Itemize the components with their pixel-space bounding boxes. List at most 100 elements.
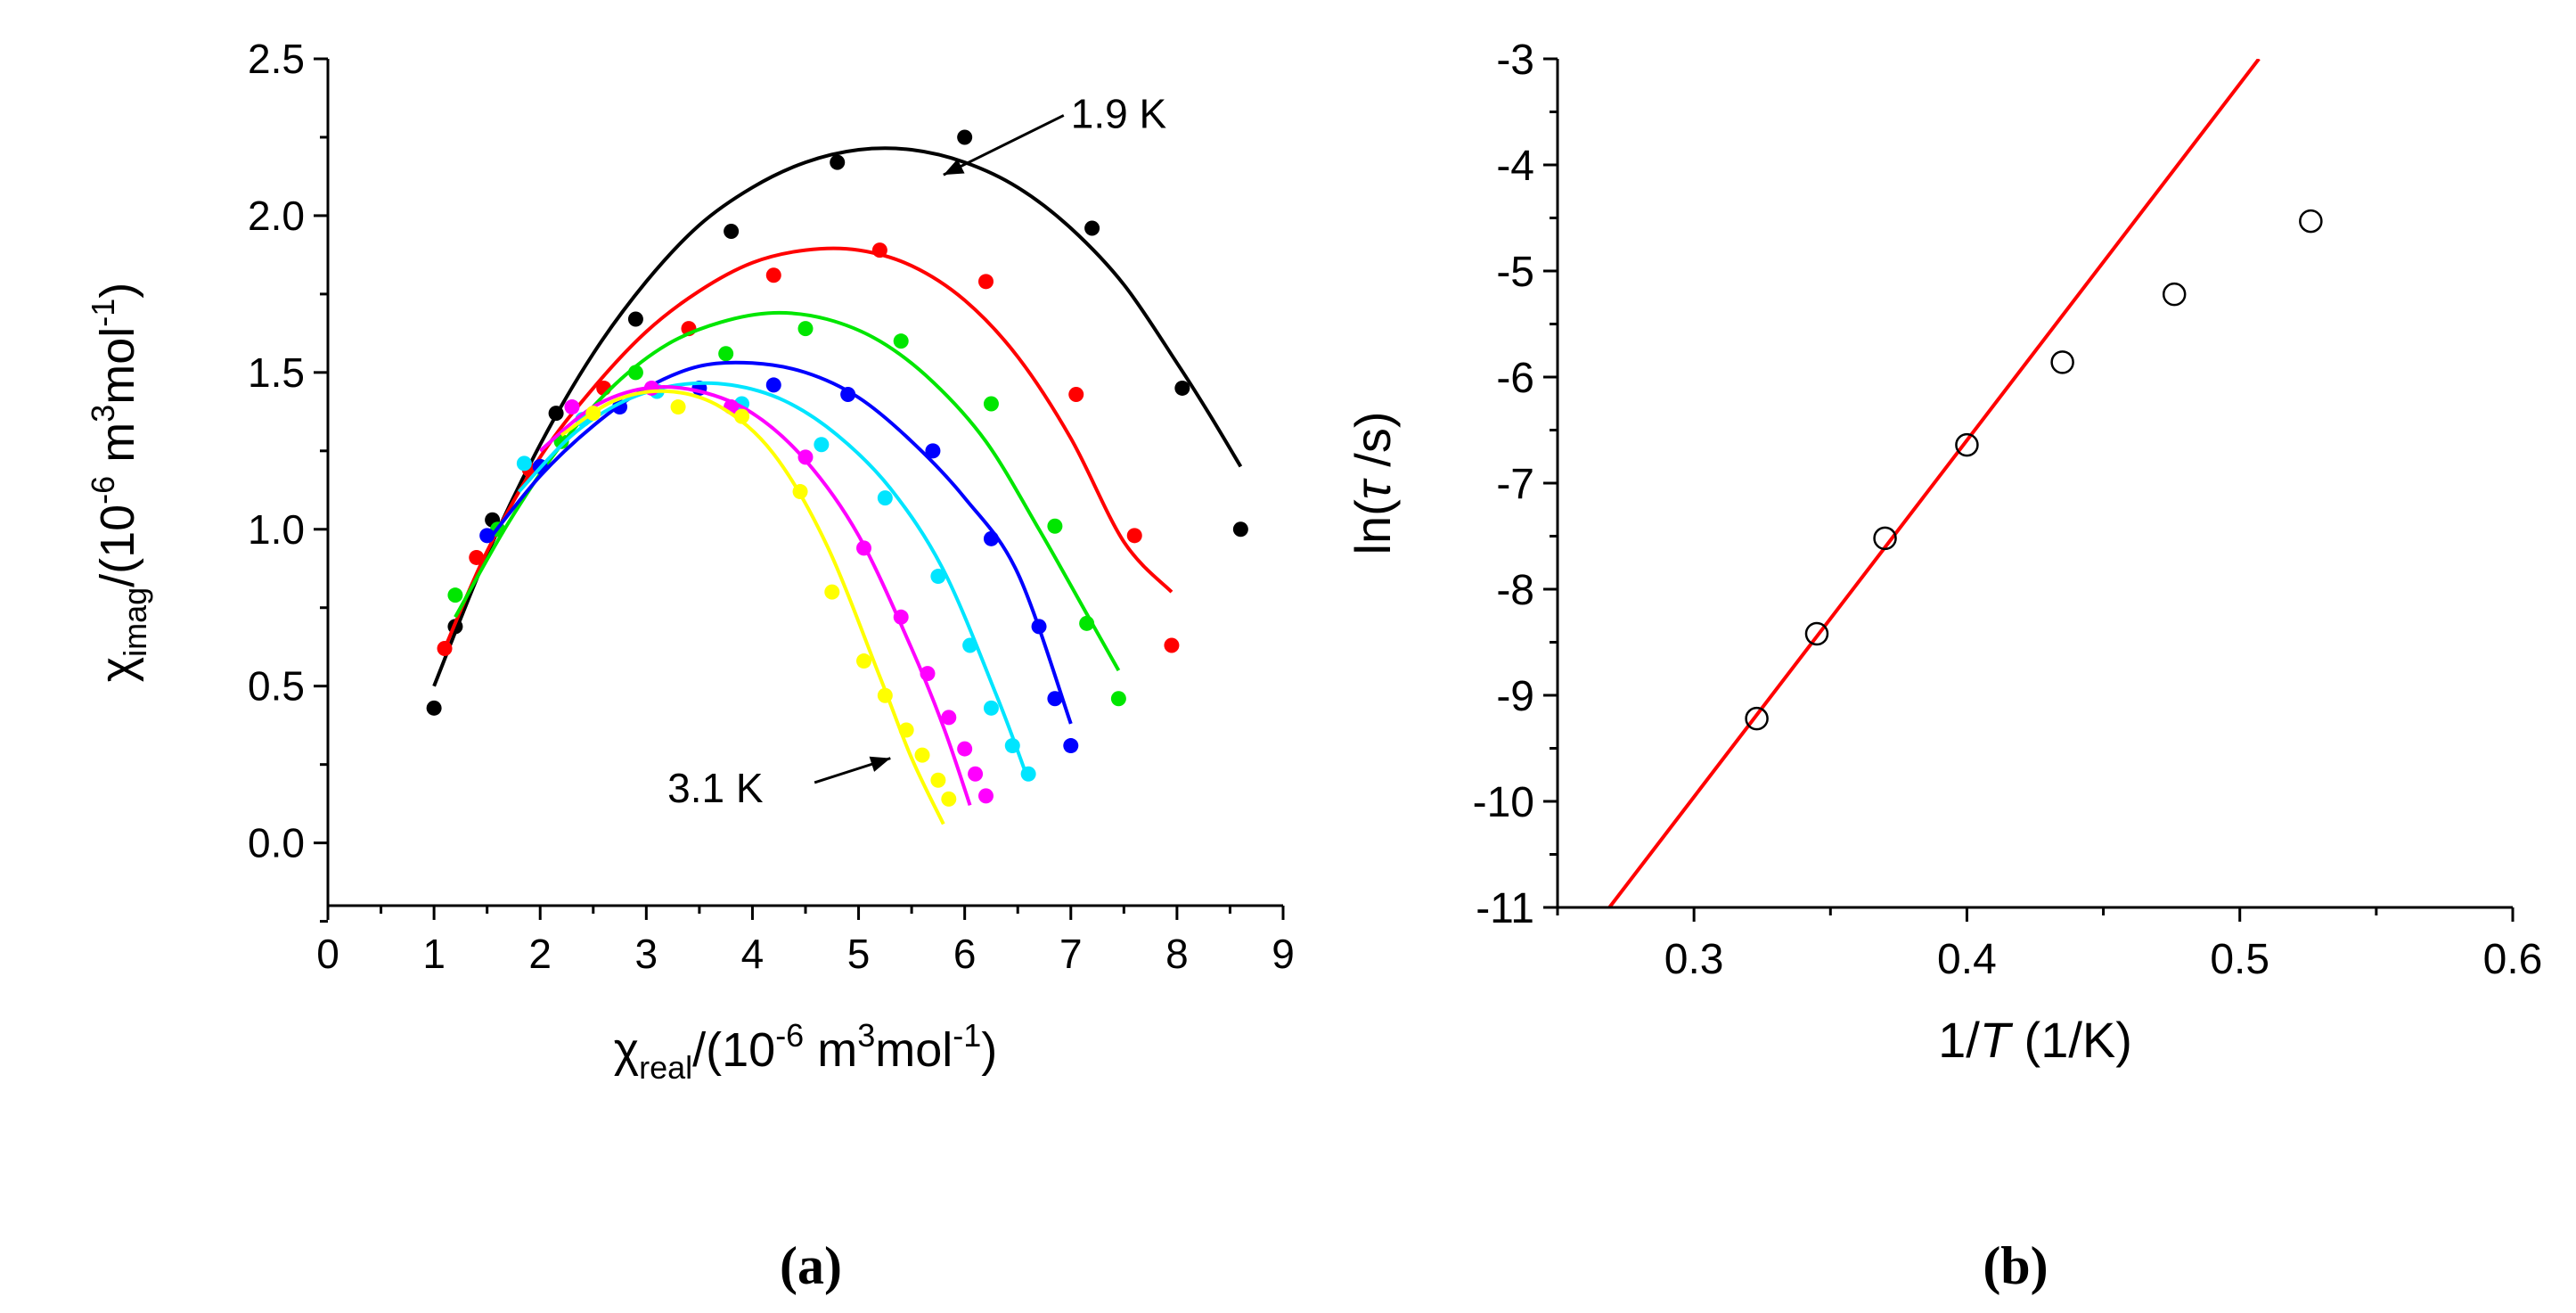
data-point [585, 406, 601, 422]
data-point [957, 741, 973, 757]
data-point [840, 386, 856, 402]
data-point [1745, 706, 1769, 731]
x-tick-label: 1 [422, 931, 446, 977]
fit-line-1-9-K [432, 146, 1243, 687]
data-point [977, 788, 994, 804]
data-point [553, 433, 569, 449]
data-point [1164, 637, 1180, 653]
x-tick-label: 3 [635, 931, 658, 977]
data-point [765, 377, 781, 393]
chart-a-x-axis-label: χreal/(10-6 m3mol-1) [614, 1017, 998, 1086]
data-point [1063, 738, 1079, 754]
chart-a-y-axis-label: χimag/(10-6 m3mol-1) [85, 283, 153, 683]
x-tick-label: 2 [528, 931, 552, 977]
data-point [1174, 380, 1190, 396]
data-point [1084, 220, 1100, 236]
data-point [983, 700, 999, 716]
data-point [941, 791, 957, 807]
y-tick-label: -10 [1473, 779, 1534, 826]
y-tick-label: 1.5 [248, 349, 305, 396]
data-point [1047, 518, 1063, 534]
y-tick-label: -3 [1496, 37, 1534, 84]
fit-line-2-5-K [486, 360, 1073, 725]
chart-a: 0 1 2 3 4 5 6 7 8 90.00.51.01.52.02.5 1.9 K3.1 K … [85, 36, 1295, 1295]
data-point [1047, 691, 1063, 707]
data-point [925, 443, 941, 459]
data-point [1126, 528, 1142, 544]
data-point [447, 587, 463, 603]
data-point [957, 129, 973, 145]
data-point [2050, 350, 2074, 374]
chart-b-panel-label: (b) [1983, 1236, 2048, 1295]
x-tick-label: 0.4 [1937, 936, 1997, 983]
y-tick-label: 1.0 [248, 506, 305, 553]
series-2-5-K [479, 360, 1079, 754]
chart-b-axes: 0.3 0.4 0.5 0.6 -11 -10 -9 -8 -7 -6 -5 -4 -3 [1473, 37, 2543, 983]
fit-line-2-1-K [443, 246, 1174, 650]
chart-a-series [426, 129, 1248, 825]
data-point [627, 365, 643, 381]
y-tick-label: 2.0 [248, 193, 305, 239]
data-point [469, 549, 485, 565]
data-point [670, 399, 686, 415]
chart-a-axes: 0 1 2 3 4 5 6 7 8 9 0.0 0.5 1.0 1.5 2.0 2.5 [248, 36, 1295, 977]
series-1-9-K [426, 129, 1248, 716]
data-point [930, 772, 946, 788]
x-tick-label: 6 [953, 931, 977, 977]
y-tick-label: -7 [1496, 461, 1534, 508]
data-point [898, 722, 914, 738]
y-tick-label: -6 [1496, 355, 1534, 402]
y-tick-label: -5 [1496, 249, 1534, 296]
data-point [962, 637, 978, 653]
x-tick-label: 0.3 [1664, 936, 1724, 983]
series-3-1-K [560, 389, 957, 825]
data-point [479, 528, 495, 544]
series-2-3-K [447, 310, 1126, 707]
annotation-arrow-head [869, 756, 891, 772]
chart-b-x-axis-label: 1/T (1/K) [1938, 1012, 2132, 1068]
data-point [977, 274, 994, 290]
fit-line [1607, 59, 2261, 907]
data-point [548, 406, 564, 422]
data-point [983, 396, 999, 412]
data-point [856, 653, 872, 669]
data-point [426, 700, 442, 716]
series-2-1-K [437, 242, 1180, 656]
chart-a-panel-label: (a) [780, 1236, 842, 1295]
x-tick-label: 9 [1272, 931, 1295, 977]
chart-b-series [1607, 59, 2323, 907]
data-point [856, 540, 872, 556]
data-point [1020, 766, 1036, 782]
y-tick-label: 2.5 [248, 36, 305, 82]
data-point [1068, 386, 1084, 402]
data-point [1955, 432, 1979, 457]
data-point [877, 687, 893, 703]
data-point [983, 530, 999, 546]
chart-b-y-axis-label: ln(τ /s) [1345, 412, 1401, 555]
data-point [893, 609, 909, 625]
y-tick-label: -8 [1496, 567, 1534, 614]
data-point [830, 154, 846, 170]
data-point [824, 584, 840, 600]
data-point [941, 710, 957, 726]
data-point [1804, 621, 1829, 646]
chart-a-annotations: 1.9 K 3.1 K [667, 90, 1166, 810]
annotation-arrow-shaft [943, 114, 1065, 176]
x-tick-label: 7 [1059, 931, 1083, 977]
data-point [718, 346, 734, 362]
x-tick-label: 0.5 [2210, 936, 2269, 983]
data-point [968, 766, 984, 782]
data-point [437, 640, 453, 656]
y-tick-label: -11 [1476, 885, 1534, 932]
data-point [2299, 209, 2323, 234]
data-point [516, 455, 532, 472]
data-point [920, 666, 936, 682]
data-point [893, 333, 909, 349]
data-point [1232, 521, 1248, 538]
data-point [765, 267, 781, 283]
data-point [1873, 526, 1897, 551]
annotation-label: 1.9 K [1071, 90, 1167, 136]
data-point [814, 437, 830, 453]
data-point [914, 747, 930, 763]
data-point [1110, 691, 1126, 707]
